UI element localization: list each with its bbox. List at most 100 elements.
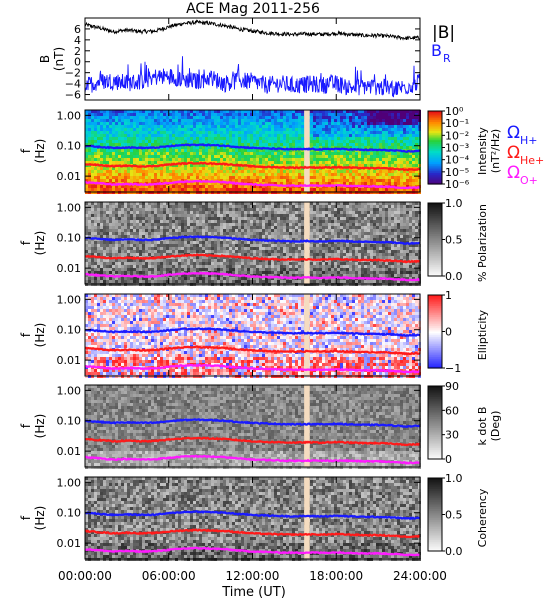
colorbar-tick-label: 10⁻⁴ (445, 154, 470, 167)
y-tick-label: 0.01 (57, 262, 82, 275)
colorbar-tick-label: 1.0 (445, 472, 463, 485)
y-tick-label: 0.10 (57, 324, 82, 337)
y-tick-label: −4 (65, 78, 81, 91)
intensity-spectrogram (85, 110, 421, 194)
colorbar-tick-label: 90 (445, 380, 459, 393)
gyro-legend: Ω H+ Ω He+ Ω O+ (507, 123, 544, 187)
oxygen-gyrofrequency-line (84, 546, 421, 557)
y-tick-label: 0 (74, 56, 81, 69)
y-tick-label: 0.10 (57, 232, 82, 245)
y-tick-label: 4 (74, 34, 81, 47)
y-tick-label: 1.00 (57, 384, 82, 397)
b-r-subscript: R (443, 52, 451, 65)
f-axis-label: f (19, 423, 33, 428)
helium-gyrofrequency-line (84, 161, 421, 172)
y-tick-label: 0.10 (57, 415, 82, 428)
y-tick-label: 1.00 (57, 293, 82, 306)
omega-h-label: H+ (520, 134, 538, 147)
colorbar-tick-label: 10⁻¹ (445, 117, 469, 130)
proton-gyrofrequency-line (84, 510, 421, 521)
b-total-legend: |B| (432, 23, 455, 43)
colorbar-tick-label: 0.5 (445, 234, 463, 247)
omega-he-label: He+ (520, 154, 544, 167)
wave-normal-angle-colorbar: 90 60 30 0 k dot B (Deg) (427, 380, 502, 466)
colorbar-unit: (nT²/Hz) (489, 129, 502, 173)
ellipticity-panel: 1.00 0.10 0.01 f (Hz) 1 0 −1 Ellipticity (19, 289, 489, 378)
b-legend: |B| B R (431, 23, 455, 65)
oxygen-gyrofrequency-line (84, 454, 421, 465)
b-r-legend: B (431, 41, 442, 60)
data-gap (304, 294, 310, 376)
y-tick-label: 1.00 (57, 201, 82, 214)
x-axis-label: Time (UT) (221, 585, 286, 600)
oxygen-gyrofrequency-line (84, 179, 420, 190)
helium-gyrofrequency-line (85, 528, 421, 539)
colorbar-label: Coherency (476, 488, 489, 547)
colorbar-tick-label: 0.0 (445, 545, 463, 558)
colorbar-label: k dot B (476, 407, 489, 446)
helium-gyrofrequency-line (84, 345, 421, 356)
oxygen-gyrofrequency-line (84, 363, 420, 374)
colorbar-tick-label: 30 (445, 429, 459, 442)
b-axis-label: B (38, 55, 52, 63)
data-gap (304, 110, 310, 192)
proton-gyrofrequency-line (84, 418, 421, 429)
b-total-line (84, 19, 420, 41)
b-r-line (84, 56, 421, 98)
omega-he-symbol: Ω (507, 143, 520, 163)
f-axis-label: f (19, 148, 33, 153)
f-axis-label: f (19, 332, 33, 337)
y-tick-label: −6 (65, 89, 81, 102)
coherency-spectrogram (85, 477, 421, 561)
colorbar-tick-label: 10⁻⁵ (445, 166, 469, 179)
y-tick-label: 0.01 (57, 354, 82, 367)
y-tick-label: 2 (74, 45, 81, 58)
colorbar-tick-label: 10⁻² (445, 129, 469, 142)
f-axis-unit: (Hz) (33, 414, 47, 439)
x-tick-label: 12:00:00 (226, 569, 280, 583)
colorbar-tick-label: 1 (445, 289, 452, 302)
y-tick-label: −2 (65, 67, 81, 80)
colorbar-tick-label: 1.0 (445, 197, 463, 210)
colorbar-tick-label: 10⁻³ (445, 142, 469, 155)
y-tick-label: 0.10 (57, 507, 82, 520)
colorbar-tick-label: 0 (445, 453, 452, 466)
colorbar-tick-label: −1 (445, 362, 461, 375)
data-gap (304, 477, 310, 559)
y-tick-label: 0.01 (57, 170, 82, 183)
data-gap (304, 202, 310, 284)
colorbar-label: Ellipticity (476, 309, 489, 360)
polarization-colorbar: 1.0 0.5 0.0 % Polarization (427, 197, 489, 283)
colorbar-tick-label: 60 (445, 404, 459, 417)
colorbar-tick-label: 0.0 (445, 270, 463, 283)
polarization-spectrogram (85, 202, 421, 286)
ellipticity-colorbar: 1 0 −1 Ellipticity (427, 289, 489, 375)
coherency-colorbar: 1.0 0.5 0.0 Coherency (427, 472, 489, 558)
x-tick-label: 00:00:00 (58, 569, 112, 583)
proton-gyrofrequency-line (84, 234, 421, 246)
x-tick-label: 06:00:00 (142, 569, 196, 583)
b-axis-unit: (nT) (52, 47, 66, 71)
x-tick-label: 24:00:00 (393, 569, 447, 583)
helium-gyrofrequency-line (84, 253, 421, 264)
f-axis-unit: (Hz) (33, 231, 47, 256)
intensity-panel: 1.00 0.10 0.01 f (Hz) 10⁰10⁻¹10⁻²10⁻³10⁻⁴10⁻⁵… (19, 105, 502, 194)
colorbar-tick-label: 0 (445, 326, 452, 339)
f-axis-label: f (19, 515, 33, 520)
coherency-panel: 1.00 0.10 0.01 f (Hz) 1.0 0.5 0.0 Coherency (19, 472, 489, 561)
wave-normal-angle-spectrogram (85, 385, 421, 469)
f-axis-unit: (Hz) (33, 506, 47, 531)
proton-gyrofrequency-line (84, 143, 421, 153)
colorbar-label: Intensity (476, 127, 489, 175)
chart-title: ACE Mag 2011-256 (186, 1, 320, 17)
y-tick-label: 0.10 (57, 140, 82, 153)
polarization-panel: 1.00 0.10 0.01 f (Hz) 1.0 0.5 0.0 % Polarization (19, 197, 489, 286)
colorbar-tick-label: 0.5 (445, 509, 463, 522)
y-tick-label: 0.01 (57, 445, 82, 458)
x-tick-label: 18:00:00 (309, 569, 363, 583)
omega-h-symbol: Ω (507, 123, 520, 143)
y-tick-label: 6 (74, 23, 81, 36)
